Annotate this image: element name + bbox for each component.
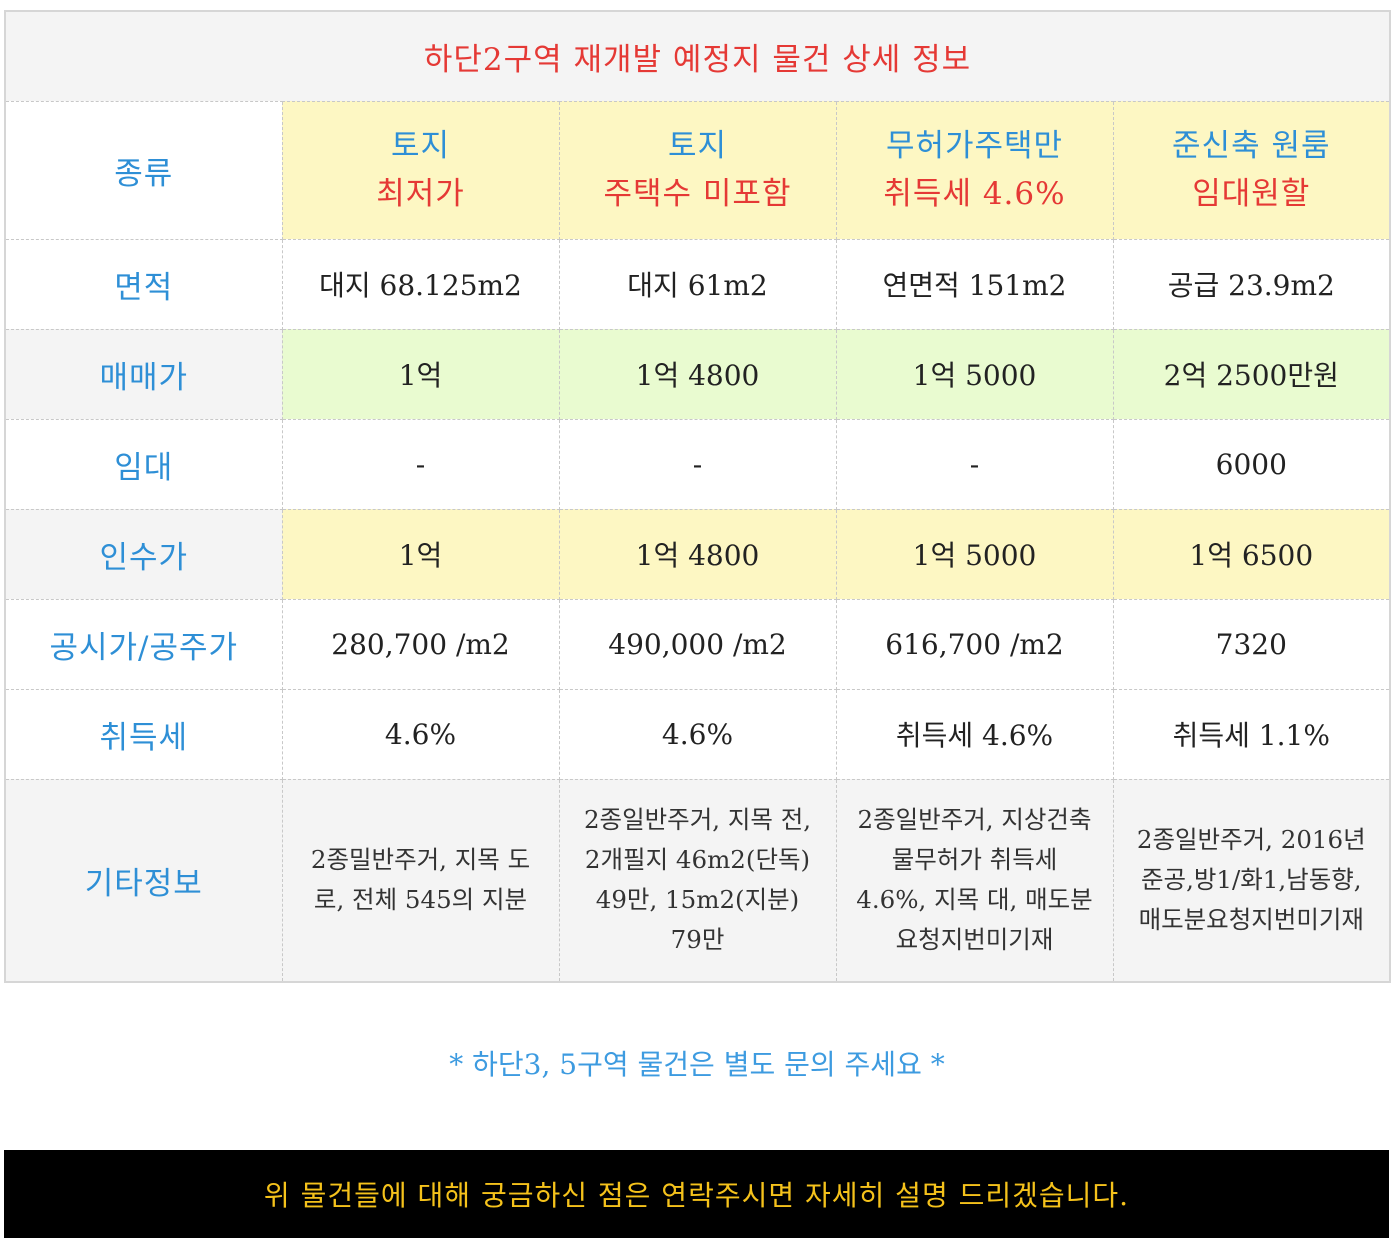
row-label-etc: 기타정보 bbox=[4, 778, 283, 983]
area-value-3: 연면적 151m2 bbox=[835, 238, 1114, 330]
row-label-takeover: 인수가 bbox=[4, 508, 283, 600]
price-value-2: 1억 4800 bbox=[558, 328, 837, 420]
contact-message: 위 물건들에 대해 궁금하신 점은 연락주시면 자세히 설명 드리겠습니다. bbox=[263, 1179, 1130, 1212]
row-label-area: 면적 bbox=[4, 238, 283, 330]
etc-value-2: 2종일반주거, 지목 전, 2개필지 46m2(단독) 49만, 15m2(지분… bbox=[558, 778, 837, 983]
table-title-row: 하단2구역 재개발 예정지 물건 상세 정보 bbox=[4, 10, 1391, 102]
rent-value-3: - bbox=[835, 418, 1114, 510]
takeover-value-1: 1억 bbox=[281, 508, 560, 600]
etc-value-4: 2종일반주거, 2016년준공,방1/화1,남동향,매도분요청지번미기재 bbox=[1112, 778, 1391, 983]
row-label-official-price: 공시가/공주가 bbox=[4, 598, 283, 690]
takeover-value-4: 1억 6500 bbox=[1112, 508, 1391, 600]
table-row-takeover: 인수가 1억 1억 4800 1억 5000 1억 6500 bbox=[4, 508, 1391, 600]
tax-value-4: 취득세 1.1% bbox=[1112, 688, 1391, 780]
table-row-rent: 임대 - - - 6000 bbox=[4, 418, 1391, 510]
area-value-1: 대지 68.125m2 bbox=[281, 238, 560, 330]
type-highlight: 취득세 4.6% bbox=[883, 176, 1066, 212]
type-name: 준신축 원룸 bbox=[1172, 128, 1331, 164]
row-label-tax: 취득세 bbox=[4, 688, 283, 780]
type-highlight: 임대원할 bbox=[1192, 176, 1311, 212]
area-value-2: 대지 61m2 bbox=[558, 238, 837, 330]
official-price-value-1: 280,700 /m2 bbox=[281, 598, 560, 690]
property-detail-table: 하단2구역 재개발 예정지 물건 상세 정보 종류 토지 최저가 토지 주택수 … bbox=[4, 10, 1392, 983]
price-value-3: 1억 5000 bbox=[835, 328, 1114, 420]
official-price-value-3: 616,700 /m2 bbox=[835, 598, 1114, 690]
inquiry-note: * 하단3, 5구역 물건은 별도 문의 주세요 * bbox=[449, 1048, 945, 1081]
type-cell-2: 토지 주택수 미포함 bbox=[558, 100, 837, 240]
official-price-value-2: 490,000 /m2 bbox=[558, 598, 837, 690]
tax-value-3: 취득세 4.6% bbox=[835, 688, 1114, 780]
takeover-value-2: 1억 4800 bbox=[558, 508, 837, 600]
table-row-type: 종류 토지 최저가 토지 주택수 미포함 무허가주택만 취득세 4.6% 준신축… bbox=[4, 100, 1391, 240]
row-label-rent: 임대 bbox=[4, 418, 283, 510]
type-cell-3: 무허가주택만 취득세 4.6% bbox=[835, 100, 1114, 240]
row-label-type: 종류 bbox=[4, 100, 283, 240]
type-name: 토지 bbox=[667, 128, 728, 164]
tax-value-1: 4.6% bbox=[281, 688, 560, 780]
type-highlight: 주택수 미포함 bbox=[603, 176, 792, 212]
table-title: 하단2구역 재개발 예정지 물건 상세 정보 bbox=[4, 10, 1391, 102]
rent-value-4: 6000 bbox=[1112, 418, 1391, 510]
official-price-value-4: 7320 bbox=[1112, 598, 1391, 690]
etc-value-3: 2종일반주거, 지상건축물무허가 취득세 4.6%, 지목 대, 매도분요청지번… bbox=[835, 778, 1114, 983]
table-row-official-price: 공시가/공주가 280,700 /m2 490,000 /m2 616,700 … bbox=[4, 598, 1391, 690]
price-value-4: 2억 2500만원 bbox=[1112, 328, 1391, 420]
table-row-price: 매매가 1억 1억 4800 1억 5000 2억 2500만원 bbox=[4, 328, 1391, 420]
rent-value-2: - bbox=[558, 418, 837, 510]
takeover-value-3: 1억 5000 bbox=[835, 508, 1114, 600]
rent-value-1: - bbox=[281, 418, 560, 510]
type-cell-4: 준신축 원룸 임대원할 bbox=[1112, 100, 1391, 240]
type-name: 토지 bbox=[390, 128, 451, 164]
etc-value-1: 2종밀반주거, 지목 도로, 전체 545의 지분 bbox=[281, 778, 560, 983]
table-row-tax: 취득세 4.6% 4.6% 취득세 4.6% 취득세 1.1% bbox=[4, 688, 1391, 780]
table-row-etc: 기타정보 2종밀반주거, 지목 도로, 전체 545의 지분 2종일반주거, 지… bbox=[4, 778, 1391, 983]
price-value-1: 1억 bbox=[281, 328, 560, 420]
tax-value-2: 4.6% bbox=[558, 688, 837, 780]
row-label-price: 매매가 bbox=[4, 328, 283, 420]
type-name: 무허가주택만 bbox=[885, 128, 1064, 164]
contact-banner: 위 물건들에 대해 궁금하신 점은 연락주시면 자세히 설명 드리겠습니다. bbox=[4, 1150, 1389, 1238]
type-cell-1: 토지 최저가 bbox=[281, 100, 560, 240]
table-row-area: 면적 대지 68.125m2 대지 61m2 연면적 151m2 공급 23.9… bbox=[4, 238, 1391, 330]
type-highlight: 최저가 bbox=[376, 176, 465, 212]
area-value-4: 공급 23.9m2 bbox=[1112, 238, 1391, 330]
